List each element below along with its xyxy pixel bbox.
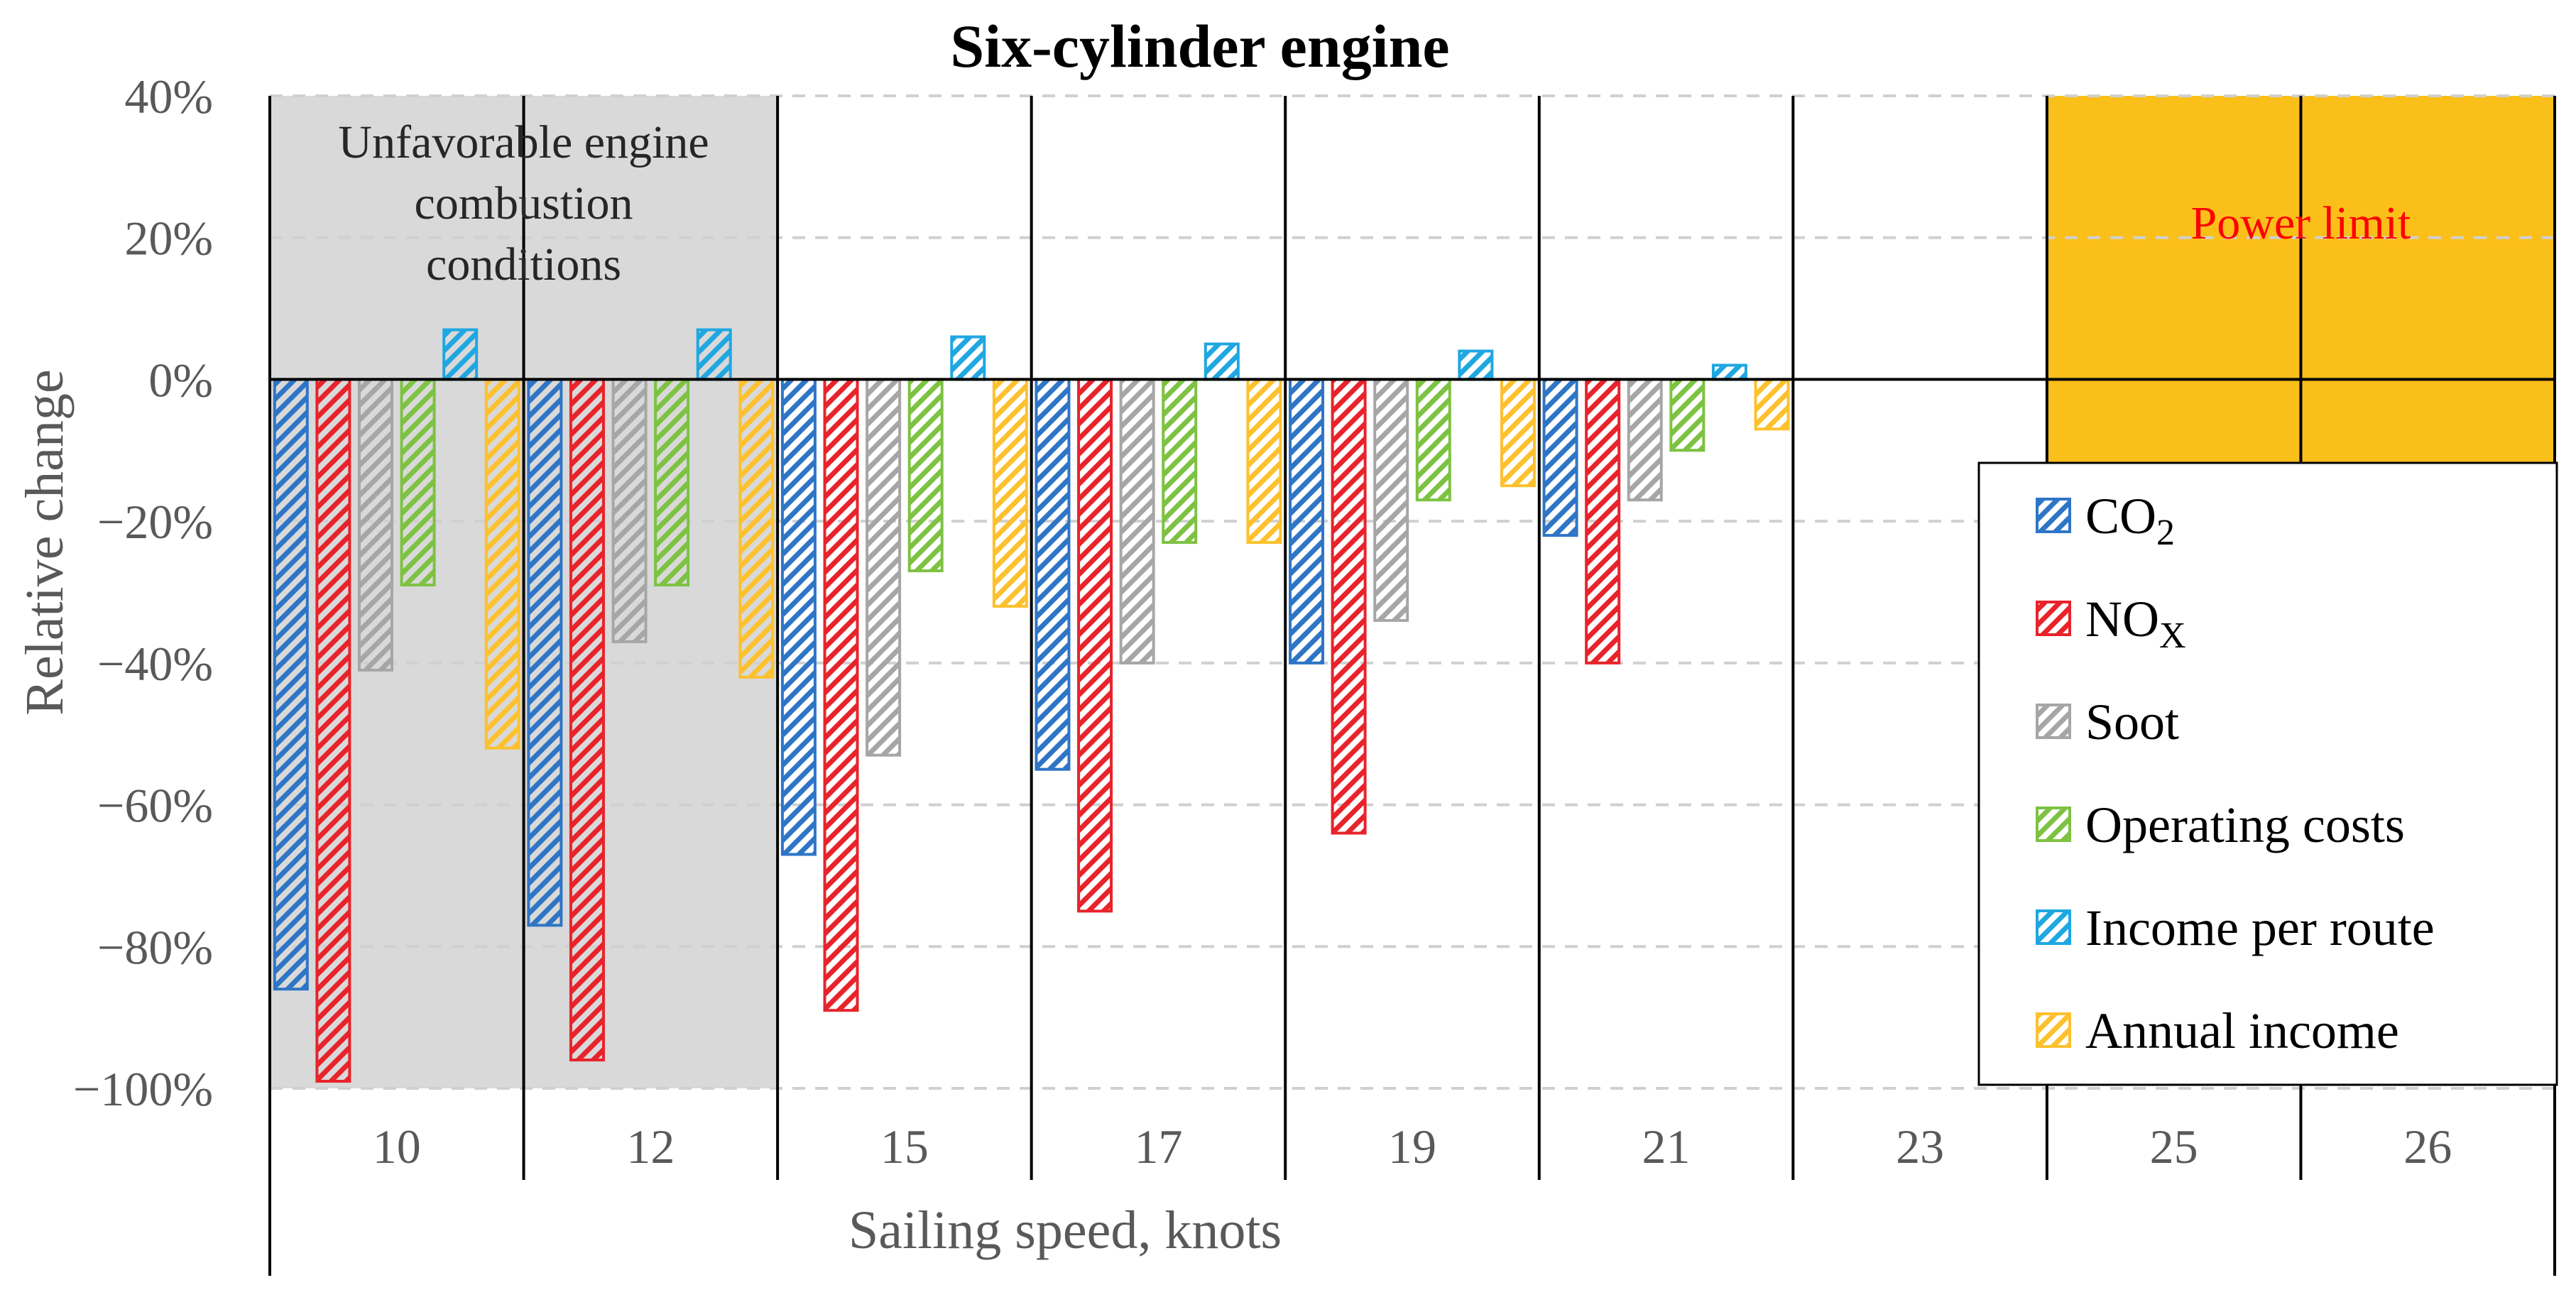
bar	[1586, 379, 1620, 663]
bar	[1036, 379, 1069, 770]
power-limit-label: Power limit	[2191, 197, 2411, 249]
bar	[782, 379, 815, 855]
bar	[1417, 379, 1450, 501]
legend-swatch-outline	[2036, 909, 2071, 945]
legend-swatch-outline	[2036, 1012, 2071, 1048]
bar	[655, 379, 689, 586]
bar	[528, 379, 562, 926]
legend-swatch-outline	[2036, 806, 2071, 842]
legend-label: Soot	[2085, 694, 2179, 750]
bar	[570, 379, 604, 1061]
legend-swatch	[2037, 499, 2070, 532]
y-tick-label: −60%	[97, 779, 213, 833]
bar	[401, 379, 435, 586]
legend-label-text: Annual income	[2085, 1002, 2399, 1059]
bar	[867, 379, 900, 755]
bar	[993, 379, 1027, 606]
bar	[274, 379, 307, 990]
y-tick-label: −80%	[97, 920, 213, 974]
bar	[697, 329, 731, 380]
legend-label-text: Soot	[2085, 694, 2179, 750]
x-tick-label: 12	[626, 1120, 675, 1174]
legend-swatch	[2037, 1014, 2070, 1046]
legend-label: Operating costs	[2085, 797, 2405, 853]
x-tick-label: 15	[880, 1120, 929, 1174]
legend-swatch-outline	[2036, 704, 2071, 739]
bar	[1459, 351, 1492, 380]
legend-label-text: Income per route	[2085, 899, 2435, 956]
bar	[740, 379, 773, 677]
bar	[909, 379, 942, 572]
y-tick-label: 20%	[124, 212, 213, 266]
legend: CO2 NOX Soot Operating costs Income per rout…	[1977, 461, 2558, 1086]
x-tick-label: 17	[1134, 1120, 1182, 1174]
y-tick-label: 40%	[124, 70, 213, 124]
legend-swatch-outline	[2036, 601, 2071, 636]
legend-label-subscript: X	[2159, 616, 2186, 656]
unfavorable-zone-label-line: Unfavorable engine	[338, 116, 709, 168]
legend-box	[1977, 461, 2558, 1086]
legend-label: Annual income	[2085, 1002, 2399, 1059]
bar	[1205, 344, 1238, 380]
x-tick-label: 19	[1388, 1120, 1436, 1174]
y-tick-label: −100%	[73, 1062, 213, 1116]
x-tick-label: 10	[373, 1120, 421, 1174]
legend-label: NOX	[2085, 591, 2186, 656]
bar	[1628, 379, 1661, 501]
legend-swatch	[2037, 808, 2070, 841]
bar	[359, 379, 392, 670]
legend-swatch	[2037, 705, 2070, 738]
bar	[444, 329, 477, 380]
y-tick-label: −40%	[97, 637, 213, 691]
x-tick-label: 23	[1896, 1120, 1944, 1174]
x-tick-label: 25	[2150, 1120, 2198, 1174]
legend-swatch-outline	[2036, 498, 2071, 533]
x-axis-label: Sailing speed, knots	[848, 1201, 1282, 1260]
bar	[1163, 379, 1196, 543]
bar	[824, 379, 858, 1011]
legend-swatch	[2037, 911, 2070, 944]
bar	[317, 379, 350, 1082]
bar	[1755, 379, 1789, 430]
legend-swatch	[2037, 602, 2070, 635]
chart-title: Six-cylinder engine	[950, 12, 1449, 80]
bar	[1290, 379, 1324, 663]
y-tick-label: 0%	[148, 353, 213, 407]
y-tick-label: −20%	[97, 495, 213, 549]
unfavorable-zone-label: Unfavorable engine combustion conditions	[338, 116, 709, 290]
legend-label-text: CO	[2085, 488, 2156, 545]
y-axis-label: Relative change	[15, 369, 75, 715]
legend-label-text: Operating costs	[2085, 797, 2405, 853]
unfavorable-zone-label-line: conditions	[426, 239, 621, 290]
x-tick-label: 21	[1642, 1120, 1691, 1174]
bar	[1544, 379, 1577, 536]
bar	[1079, 379, 1112, 912]
unfavorable-zone-label-line: combustion	[415, 177, 633, 229]
bar	[486, 379, 519, 748]
bar	[1501, 379, 1534, 486]
bar	[1375, 379, 1408, 620]
x-tick-label: 26	[2403, 1120, 2452, 1174]
bar	[1671, 379, 1704, 451]
legend-label-text: NO	[2085, 591, 2159, 647]
bar	[951, 337, 985, 380]
legend-label: CO2	[2085, 488, 2175, 553]
legend-label-subscript: 2	[2156, 513, 2175, 553]
bar	[1120, 379, 1154, 663]
bar	[613, 379, 646, 642]
bar	[1248, 379, 1281, 543]
bar	[1713, 365, 1746, 380]
bar	[1332, 379, 1365, 833]
legend-label: Income per route	[2085, 899, 2435, 956]
